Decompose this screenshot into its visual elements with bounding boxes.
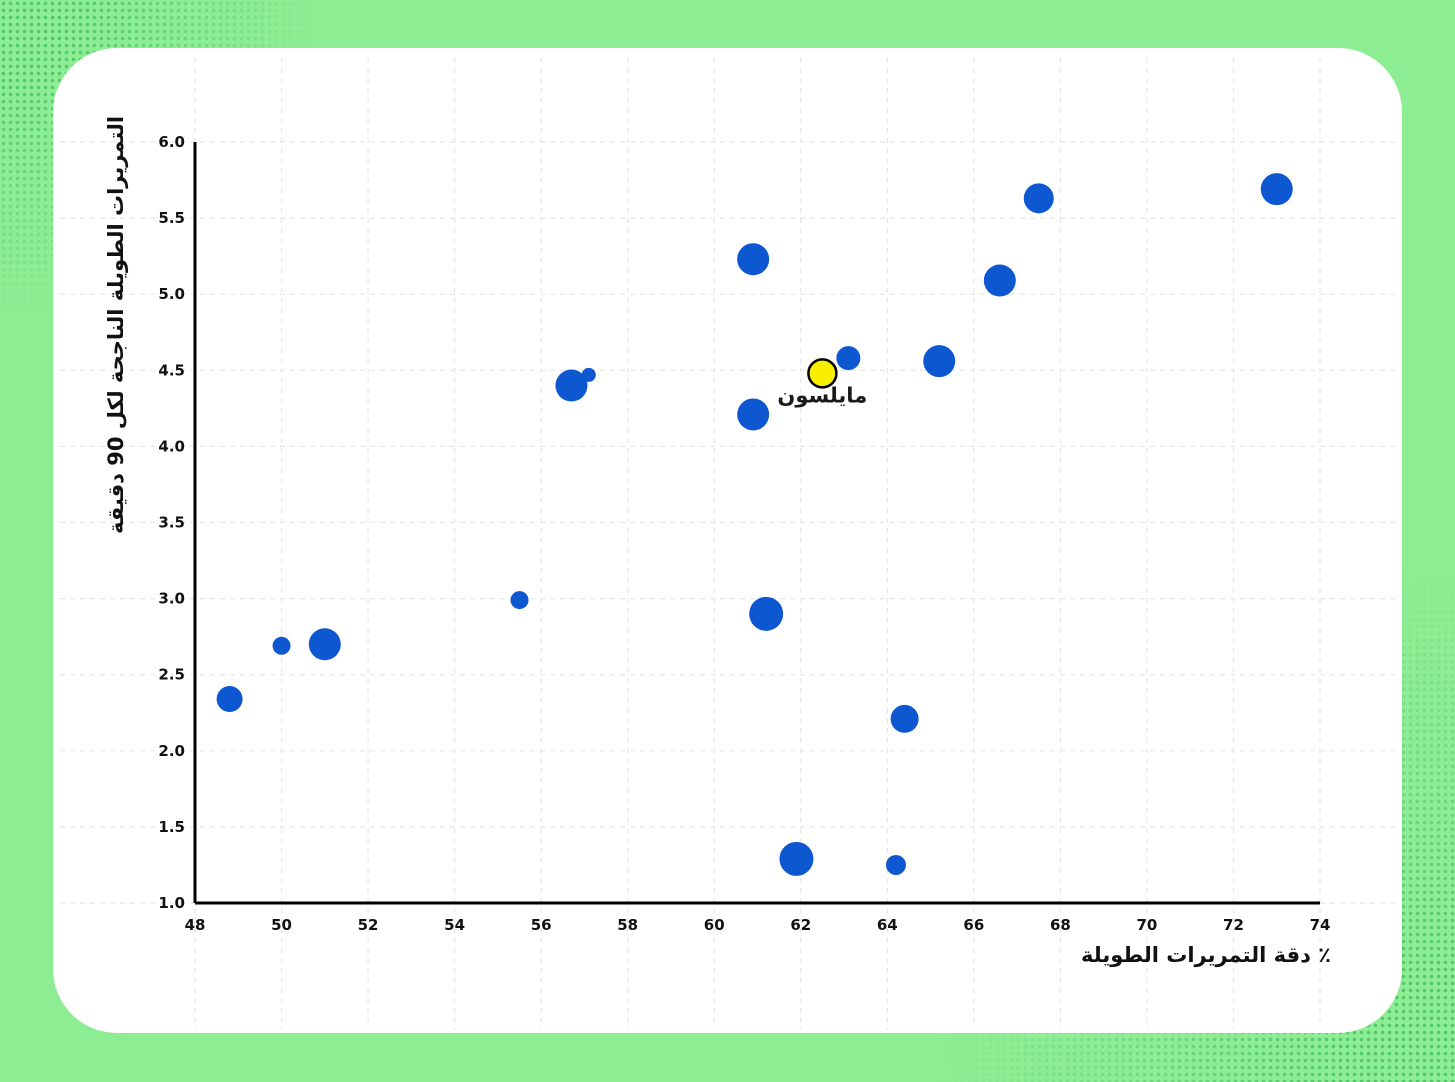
data-point — [885, 854, 906, 875]
chart-card — [53, 48, 1402, 1033]
data-point — [1023, 183, 1054, 214]
x-tick-label: 74 — [1310, 916, 1331, 934]
y-tick-label: 1.0 — [158, 894, 185, 912]
data-point — [737, 243, 770, 276]
data-point — [1260, 173, 1293, 206]
x-tick-label: 62 — [790, 916, 811, 934]
y-axis-title: التمريرات الطويلة الناجحة لكل 90 دقيقة — [104, 116, 128, 534]
x-tick-label: 52 — [358, 916, 379, 934]
highlight-point-label: مايلسون — [777, 383, 867, 407]
x-tick-label: 66 — [963, 916, 984, 934]
y-tick-label: 2.5 — [158, 666, 185, 684]
y-tick-label: 3.0 — [158, 590, 185, 608]
y-tick-label: 4.0 — [158, 437, 185, 455]
y-tick-label: 4.5 — [158, 361, 185, 379]
y-tick-label: 1.5 — [158, 818, 185, 836]
y-tick-label: 6.0 — [158, 133, 185, 151]
data-point — [923, 345, 956, 378]
x-tick-label: 48 — [185, 916, 206, 934]
x-tick-label: 60 — [704, 916, 725, 934]
x-tick-label: 72 — [1223, 916, 1244, 934]
grid-lines — [60, 58, 1395, 1030]
y-tick-label: 5.5 — [158, 209, 185, 227]
x-tick-labels: 48 50 52 54 56 58 60 62 64 66 68 70 72 74 — [185, 916, 1331, 934]
data-point — [216, 686, 243, 713]
highlight-point-group: مايلسون — [777, 358, 867, 407]
data-points — [216, 173, 1293, 876]
x-tick-label: 68 — [1050, 916, 1071, 934]
x-tick-label: 54 — [444, 916, 465, 934]
data-point — [836, 346, 861, 371]
x-axis-title: دقة التمريرات الطويلة ٪ — [1081, 943, 1331, 967]
data-point — [749, 596, 784, 631]
data-point — [555, 369, 588, 402]
data-point — [983, 264, 1016, 297]
x-tick-label: 58 — [617, 916, 638, 934]
x-tick-label: 70 — [1136, 916, 1157, 934]
y-tick-label: 2.0 — [158, 742, 185, 760]
x-tick-label: 56 — [531, 916, 552, 934]
y-tick-label: 3.5 — [158, 514, 185, 532]
highlight-point — [807, 358, 838, 389]
y-tick-label: 5.0 — [158, 285, 185, 303]
data-point — [890, 704, 919, 733]
data-point — [779, 841, 814, 876]
y-tick-labels: 1.0 1.5 2.0 2.5 3.0 3.5 4.0 4.5 5.0 5.5 6.0 — [158, 133, 185, 912]
data-point — [272, 636, 291, 655]
axes — [193, 142, 1320, 905]
x-tick-label: 64 — [877, 916, 898, 934]
data-point — [510, 591, 529, 610]
x-tick-label: 50 — [271, 916, 292, 934]
data-point — [581, 367, 596, 382]
data-point — [737, 398, 770, 431]
data-point — [308, 628, 341, 661]
